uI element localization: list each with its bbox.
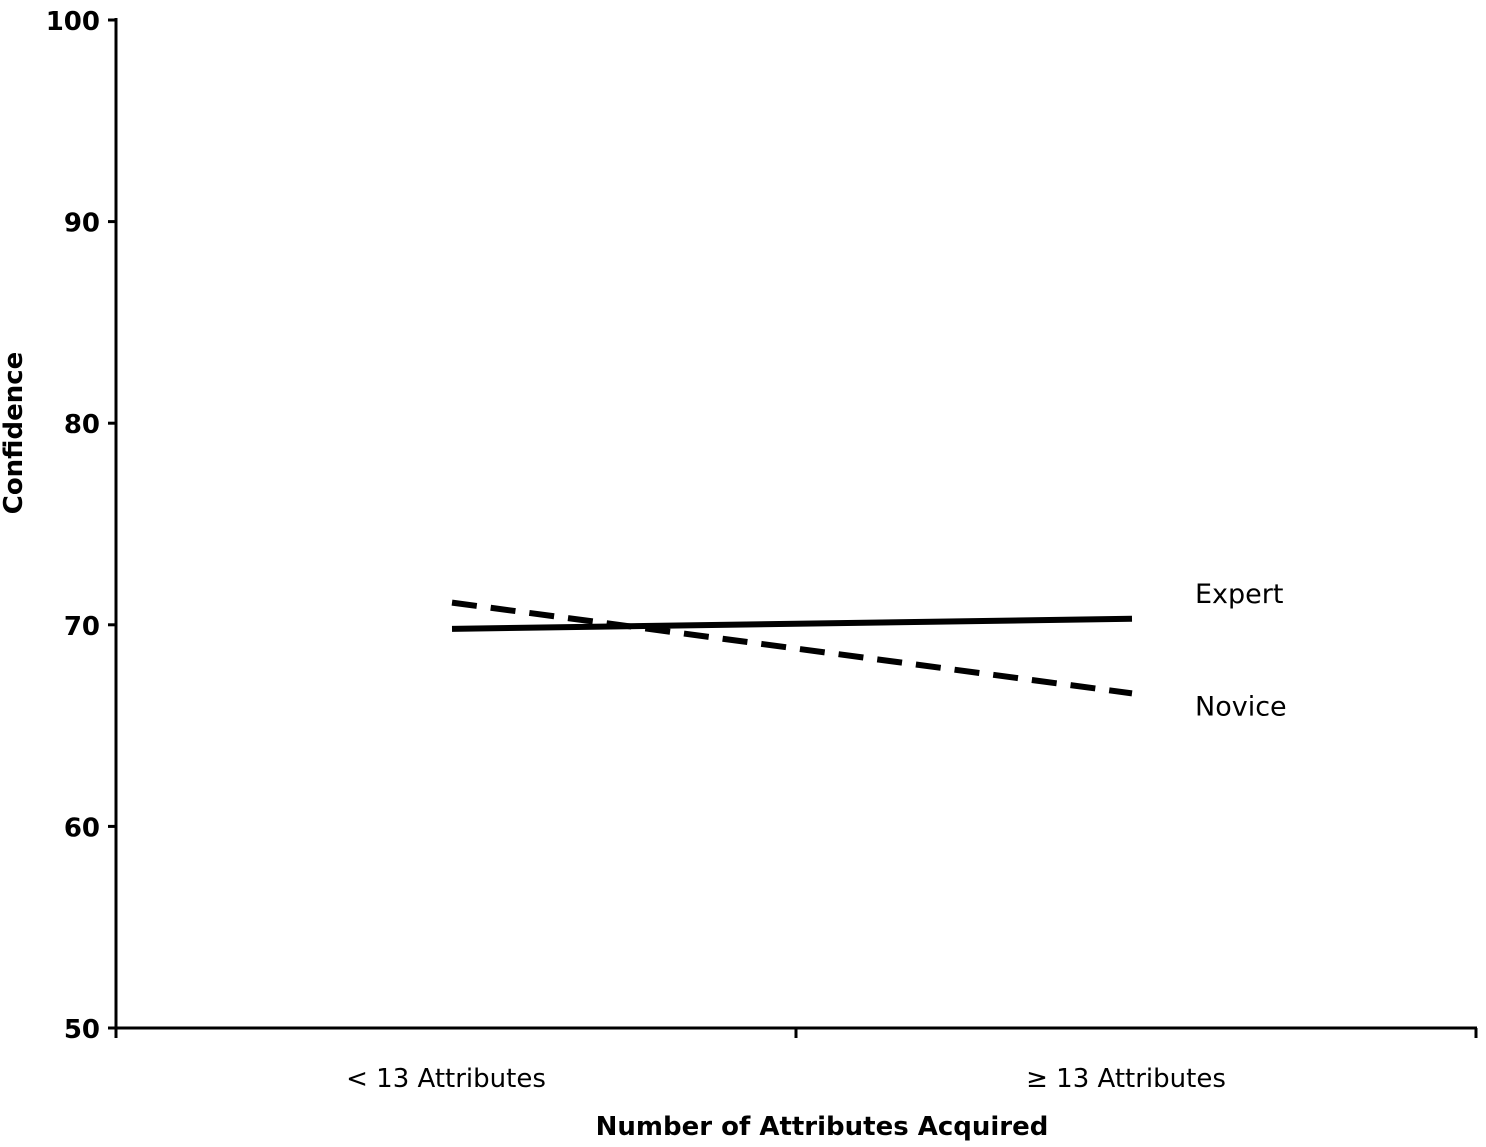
y-tick-label: 50: [64, 1015, 100, 1045]
y-tick-label: 70: [64, 612, 100, 642]
x-axis-title: Number of Attributes Acquired: [596, 1112, 1049, 1142]
y-axis-title: Confidence: [0, 352, 29, 515]
series-label-novice: Novice: [1195, 691, 1287, 722]
x-tick-label: ≥ 13 Attributes: [1026, 1064, 1226, 1094]
x-tick-label: < 13 Attributes: [346, 1064, 546, 1094]
y-tick-label: 80: [64, 410, 100, 440]
y-tick-label: 60: [64, 813, 100, 843]
y-tick-label: 90: [64, 209, 100, 239]
series-label-expert: Expert: [1195, 579, 1283, 610]
series-line-novice: [451, 599, 1133, 697]
series-line-expert: [451, 615, 1133, 632]
y-tick-label: 100: [46, 7, 100, 37]
